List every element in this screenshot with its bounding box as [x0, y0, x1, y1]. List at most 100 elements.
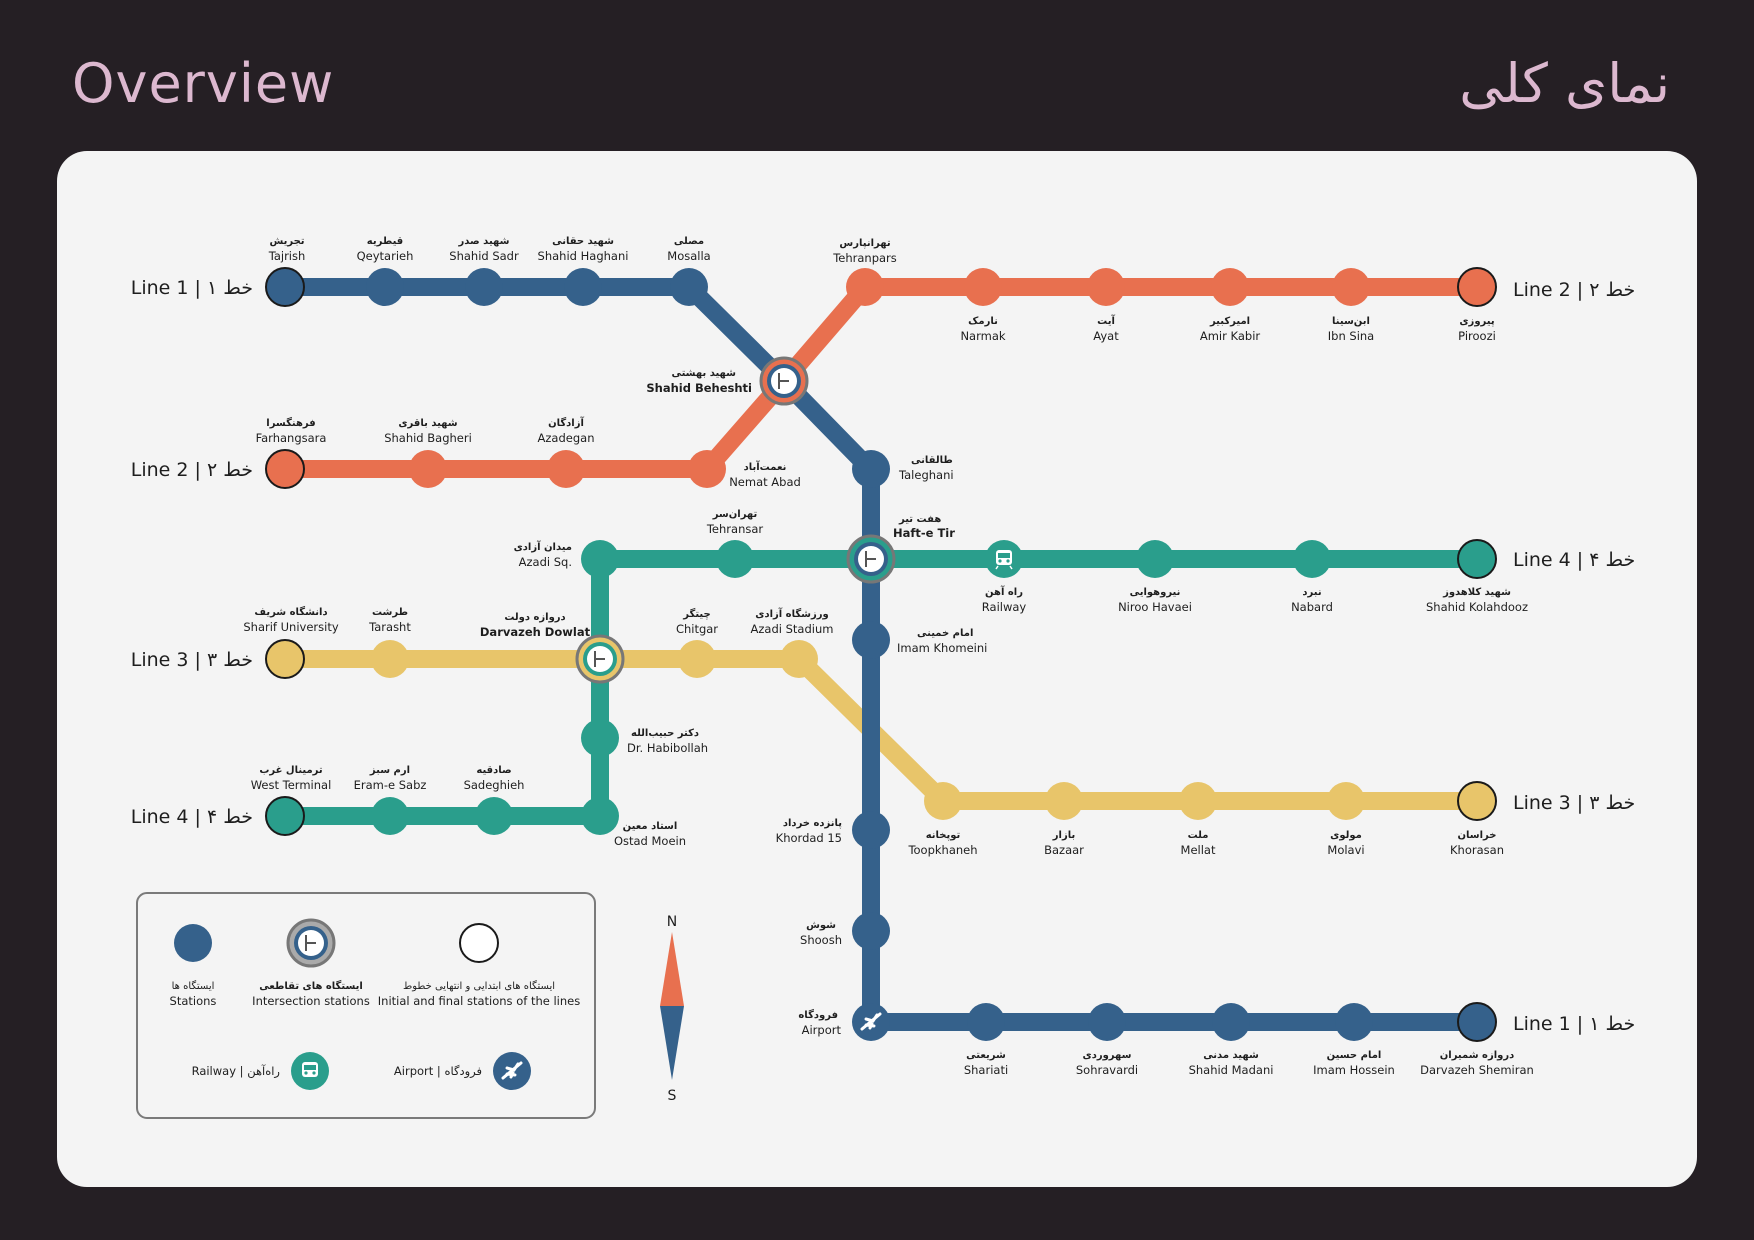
station-toopkhaneh[interactable]: [924, 782, 962, 820]
label-tehranpars-en: Tehranpars: [832, 251, 897, 265]
station-molavi[interactable]: [1327, 782, 1365, 820]
station-ibn-sina[interactable]: [1332, 268, 1370, 306]
station-amir-kabir[interactable]: [1211, 268, 1249, 306]
label-mosalla-fa: مصلی: [674, 236, 704, 247]
station-ostad-moein[interactable]: [581, 797, 619, 835]
label-sharif-university-fa: دانشگاه شریف: [254, 605, 327, 618]
legend: ایستگاه ها Stations ایستگاه های تقاطعی I…: [136, 892, 596, 1119]
legend-terminal-icon: [459, 923, 499, 963]
railway-station-icon[interactable]: [985, 540, 1023, 578]
station-khordad-15[interactable]: [852, 811, 890, 849]
station-taleghani[interactable]: [852, 450, 890, 488]
station-narmak[interactable]: [964, 268, 1002, 306]
line-label-1-east: Line 1 | ۱ خط: [1513, 1013, 1635, 1035]
legend-stations-en: Stations: [170, 994, 217, 1008]
station-mellat[interactable]: [1179, 782, 1217, 820]
station-darvazeh-shemiran[interactable]: [1457, 1002, 1497, 1042]
intersection-station-darvazeh-dowlat[interactable]: [575, 634, 625, 684]
station-qeytarieh[interactable]: [366, 268, 404, 306]
label-shahid-sadr-en: Shahid Sadr: [449, 249, 519, 263]
station-imam-khomeini[interactable]: [852, 621, 890, 659]
station-shoosh[interactable]: [852, 912, 890, 950]
station-nabard[interactable]: [1293, 540, 1331, 578]
station-nemat-abad[interactable]: [688, 450, 726, 488]
label-taleghani-fa: طالقانی: [911, 455, 953, 466]
label-ayat-en: Ayat: [1093, 329, 1119, 343]
line-label-1-west: Line 1 | ۱ خط: [131, 277, 253, 299]
label-taleghani-en: Taleghani: [898, 468, 954, 482]
station-shariati[interactable]: [967, 1003, 1005, 1041]
label-dr-habibollah-en: Dr. Habibollah: [627, 741, 708, 755]
station-sohravardi[interactable]: [1088, 1003, 1126, 1041]
label-molavi-en: Molavi: [1327, 843, 1364, 857]
station-west-terminal[interactable]: [265, 796, 305, 836]
station-imam-hossein[interactable]: [1335, 1003, 1373, 1041]
station-shahid-bagheri[interactable]: [409, 450, 447, 488]
label-ibn-sina-en: Ibn Sina: [1328, 329, 1374, 343]
station-bazaar[interactable]: [1045, 782, 1083, 820]
station-dr-habibollah[interactable]: [581, 719, 619, 757]
intersection-station-shahid-beheshti[interactable]: [759, 356, 809, 406]
label-darvazeh-shemiran-fa: دروازه شمیران: [1440, 1050, 1514, 1061]
line-label-4-west: Line 4 | ۴ خط: [131, 806, 253, 828]
station-chitgar[interactable]: [678, 640, 716, 678]
station-mosalla[interactable]: [670, 268, 708, 306]
station-piroozi[interactable]: [1457, 267, 1497, 307]
terminal-stations: [265, 267, 1497, 1042]
legend-railway-label: Railway | راه‌آهن: [192, 1064, 280, 1079]
label-west-terminal-fa: ترمینال غرب: [259, 765, 323, 776]
station-tehransar[interactable]: [716, 540, 754, 578]
label-khorasan-en: Khorasan: [1450, 843, 1504, 857]
label-darvazeh-dowlat-en: Darvazeh Dowlat: [480, 625, 591, 639]
label-piroozi-fa: پیروزی: [1459, 316, 1494, 327]
compass: N S: [660, 914, 684, 1104]
station-tarasht[interactable]: [371, 640, 409, 678]
legend-airport-icon: [493, 1052, 531, 1090]
label-shahid-madani-en: Shahid Madani: [1189, 1063, 1274, 1077]
label-shahid-kolahdooz-en: Shahid Kolahdooz: [1426, 600, 1528, 614]
label-khorasan-fa: خراسان: [1458, 830, 1497, 841]
label-shahid-madani-fa: شهید مدنی: [1203, 1050, 1259, 1061]
station-eram-e-sabz[interactable]: [371, 797, 409, 835]
station-khorasan[interactable]: [1457, 781, 1497, 821]
station-ayat[interactable]: [1087, 268, 1125, 306]
line-4-path-west: [285, 559, 609, 825]
station-azadegan[interactable]: [547, 450, 585, 488]
station-sadeghieh[interactable]: [475, 797, 513, 835]
label-shahid-haghani-en: Shahid Haghani: [538, 249, 629, 263]
label-ostad-moein-en: Ostad Moein: [614, 834, 686, 848]
label-eram-e-sabz-en: Eram-e Sabz: [354, 778, 427, 792]
station-shahid-sadr[interactable]: [465, 268, 503, 306]
legend-station-icon: [174, 924, 212, 962]
station-tehranpars[interactable]: [846, 268, 884, 306]
station-shahid-madani[interactable]: [1212, 1003, 1250, 1041]
station-tajrish[interactable]: [265, 267, 305, 307]
station-shahid-haghani[interactable]: [564, 268, 602, 306]
legend-intersection-fa: ایستگاه های تقاطعی: [259, 979, 363, 992]
page-title-persian: نمای کلی: [1459, 52, 1670, 115]
label-amir-kabir-en: Amir Kabir: [1200, 329, 1261, 343]
label-shahid-bagheri-en: Shahid Bagheri: [384, 431, 472, 445]
station-shahid-kolahdooz[interactable]: [1457, 539, 1497, 579]
regular-stations: [366, 268, 1373, 1041]
label-haft-e-tir-en: Haft-e Tir: [893, 526, 955, 540]
line-label-4-east: Line 4 | ۴ خط: [1513, 549, 1635, 571]
label-tajrish-en: Tajrish: [268, 249, 306, 263]
station-azadi-stadium[interactable]: [780, 640, 818, 678]
label-airport-en: Airport: [802, 1023, 842, 1037]
station-azadi-sq[interactable]: [581, 540, 619, 578]
label-shariati-fa: شریعتی: [966, 1050, 1006, 1061]
line-label-3-west: Line 3 | ۳ خط: [131, 649, 253, 671]
label-molavi-fa: مولوی: [1330, 830, 1362, 841]
label-ibn-sina-fa: ابن‌سینا: [1332, 316, 1370, 327]
station-farhangsara[interactable]: [265, 449, 305, 489]
label-mellat-fa: ملت: [1188, 830, 1209, 841]
station-sharif-university[interactable]: [265, 639, 305, 679]
label-toopkhaneh-fa: توپخانه: [926, 830, 961, 841]
label-eram-e-sabz-fa: ارم سبز: [369, 765, 410, 776]
station-niroo-havaei[interactable]: [1136, 540, 1174, 578]
airport-station-icon[interactable]: [852, 1003, 890, 1041]
page-title: Overview: [72, 52, 335, 115]
label-shahid-bagheri-fa: شهید باقری: [398, 418, 457, 429]
intersection-station-haft-e-tir[interactable]: [846, 534, 896, 584]
